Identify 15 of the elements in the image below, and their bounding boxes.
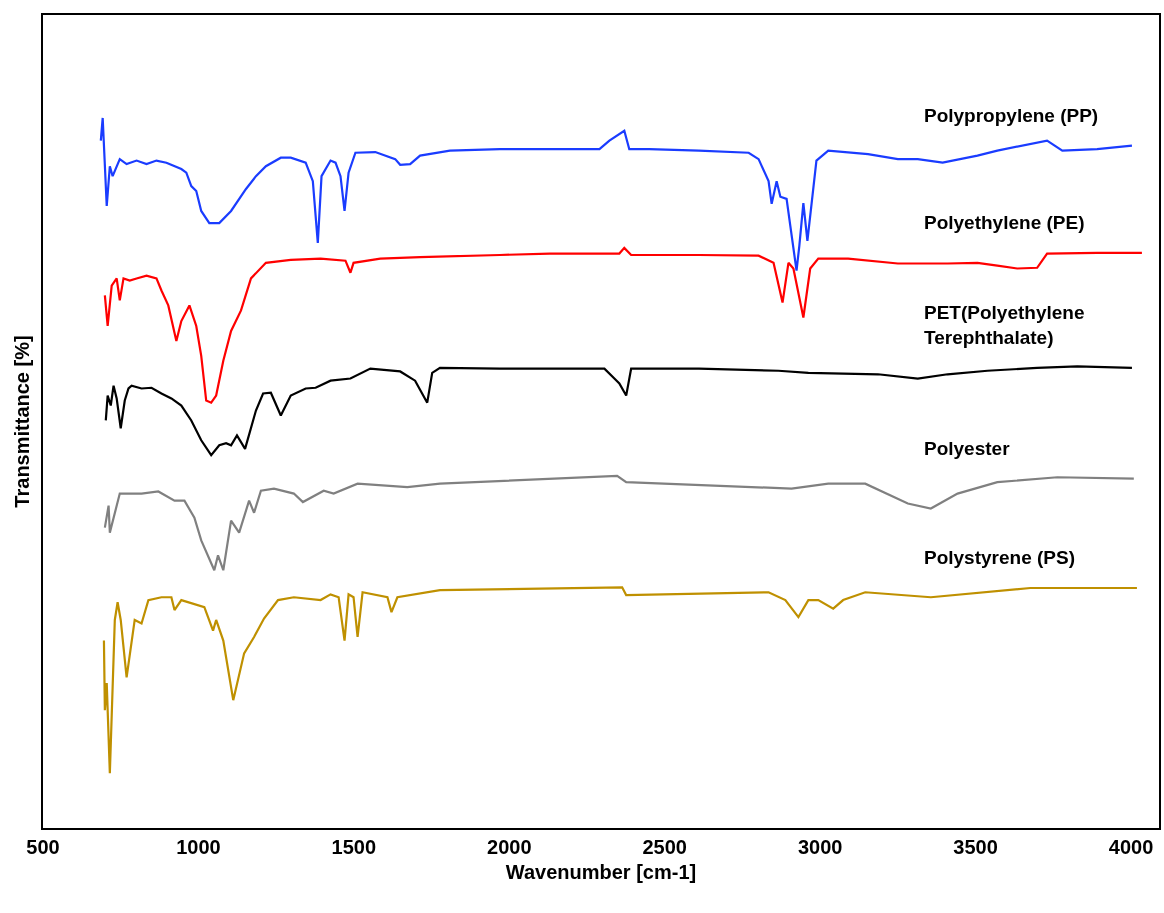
x-tick-label: 3500 bbox=[953, 836, 998, 858]
series-label: Polystyrene (PS) bbox=[924, 547, 1075, 568]
x-tick-label: 2500 bbox=[642, 836, 687, 858]
x-tick-label: 3000 bbox=[797, 836, 843, 858]
series-label: Polypropylene (PP) bbox=[924, 105, 1099, 126]
y-axis-title: Transmittance [%] bbox=[11, 335, 33, 508]
x-axis-title: Wavenumber [cm-1] bbox=[505, 861, 697, 883]
series-label: Polyester bbox=[924, 438, 1011, 459]
series-label: Polyethylene (PE) bbox=[924, 212, 1085, 233]
x-tick-label: 2000 bbox=[487, 836, 532, 858]
series-label: PET(Polyethylene Terephthalate) bbox=[924, 302, 1085, 348]
x-tick-label: 1000 bbox=[176, 836, 221, 858]
x-tick-label: 1500 bbox=[331, 836, 377, 858]
x-tick-label: 500 bbox=[26, 836, 60, 858]
x-tick-label: 4000 bbox=[1108, 836, 1154, 858]
